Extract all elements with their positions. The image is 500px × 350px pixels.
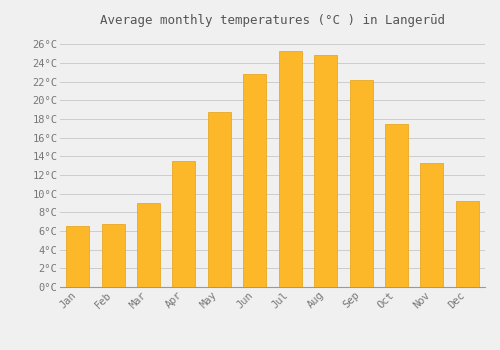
Bar (208, 112, 231, 287)
Bar (385, 124, 408, 287)
Bar (456, 201, 479, 287)
Bar (244, 74, 266, 287)
Bar (66, 226, 89, 287)
Bar (314, 55, 337, 287)
Bar (350, 80, 372, 287)
Bar (278, 51, 301, 287)
Bar (420, 163, 444, 287)
Bar (137, 203, 160, 287)
Bar (172, 161, 196, 287)
Title: Average monthly temperatures (°C ) in Langerūd: Average monthly temperatures (°C ) in La… (100, 14, 445, 27)
Bar (102, 224, 124, 287)
